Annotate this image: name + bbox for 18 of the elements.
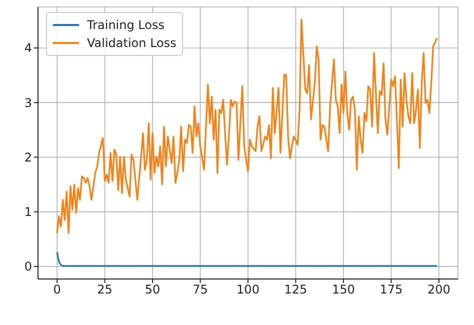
- x-tick-label: 75: [192, 282, 208, 297]
- y-tick-label: 3: [24, 96, 32, 110]
- x-tick-label: 50: [144, 282, 160, 297]
- x-tick-label: 200: [427, 282, 450, 297]
- x-tick-label: 25: [97, 282, 112, 297]
- line-series: [56, 18, 438, 234]
- x-tick-label: 125: [284, 282, 308, 297]
- x-tick-label: 150: [332, 282, 355, 297]
- x-tick-label: 175: [380, 282, 403, 297]
- legend-label: Validation Loss: [87, 36, 176, 50]
- line-series: [56, 251, 438, 267]
- legend-label: Training Loss: [87, 18, 164, 32]
- y-tick-label: 2: [24, 150, 32, 164]
- x-tick-label: 100: [236, 282, 260, 297]
- y-tick-label: 4: [24, 41, 32, 56]
- y-tick-label: 0: [24, 260, 32, 274]
- x-tick-label: 0: [53, 282, 61, 297]
- y-tick-label: 1: [24, 205, 32, 220]
